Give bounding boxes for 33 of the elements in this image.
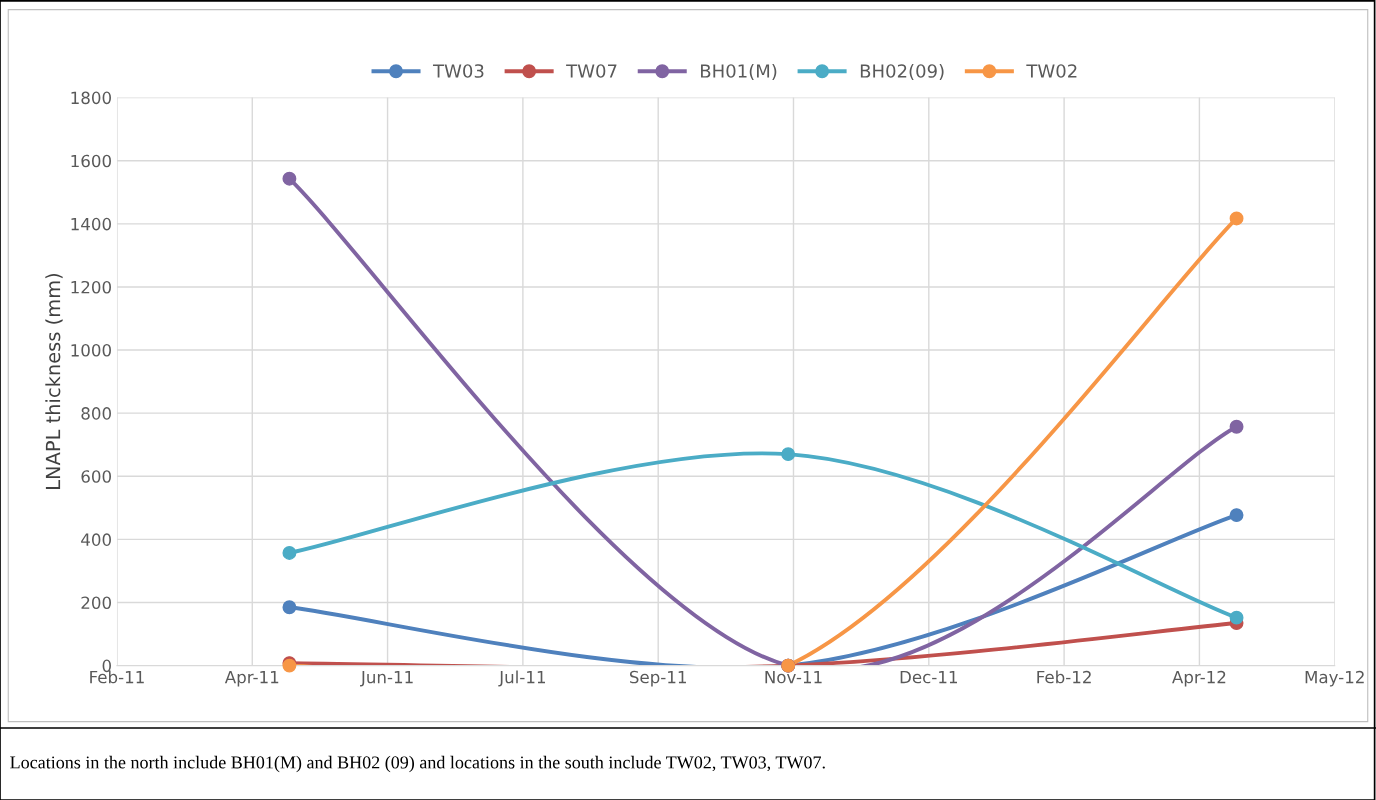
legend-label: BH01(M) (701, 63, 777, 80)
x-tick-label: Jun-11 (360, 670, 413, 687)
point (1229, 610, 1244, 625)
point (1229, 508, 1244, 523)
point (1229, 211, 1244, 226)
text: Locations in the north include BH01(M) and BH02 (09) and locations in the south include TW02, TW03, TW07. (10, 755, 825, 773)
y-tick-label: 1400 (71, 217, 111, 231)
y-tick-label: 1800 (71, 91, 111, 105)
x-tick-label: Apr-11 (224, 670, 279, 687)
point (1229, 419, 1244, 434)
y-tick-label: 1200 (71, 280, 111, 294)
x-tick-label: Apr-12 (1172, 670, 1226, 687)
y-tick-label: 400 (81, 533, 111, 546)
legend-label: TW02 (1026, 64, 1077, 78)
x-tick-label: Jul-11 (498, 670, 546, 687)
y-tick-label: 1600 (71, 154, 111, 168)
point (781, 447, 796, 462)
legend-label: BH02(09) (860, 63, 944, 80)
point (282, 546, 297, 560)
y-tick-label: 800 (81, 407, 111, 420)
y-tick-label: 1000 (71, 344, 111, 357)
x-tick-label: Dec-11 (900, 670, 957, 684)
y-tick-label: 600 (81, 470, 111, 483)
y-tick-label: 200 (81, 596, 111, 610)
x-tick-label: Feb-12 (1037, 670, 1091, 684)
x-tick-label: Sep-11 (629, 670, 686, 687)
legend-label: TW07 (566, 64, 617, 78)
point (282, 600, 297, 615)
y-axis-title: LNAPL thickness (mm) (45, 274, 63, 489)
point (282, 171, 297, 186)
x-tick-label: Nov-11 (765, 670, 822, 684)
legend-label: TW03 (432, 64, 484, 78)
x-tick-label: May-12 (1305, 670, 1364, 687)
